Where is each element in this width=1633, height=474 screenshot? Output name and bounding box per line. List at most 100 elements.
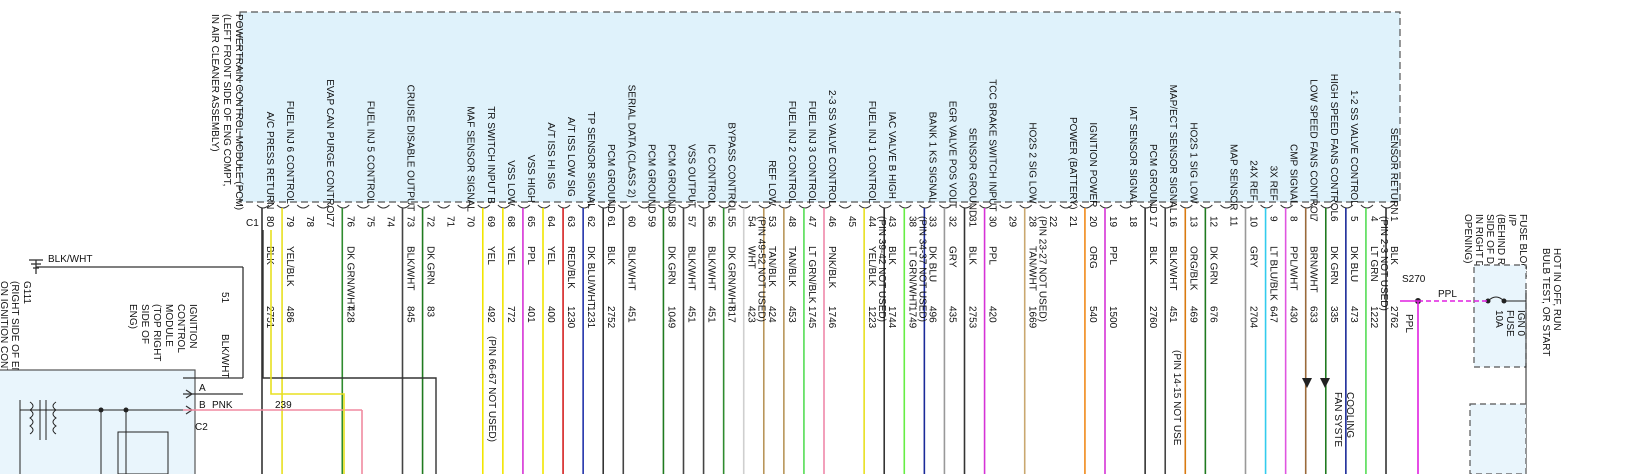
- pin-9: 3X REF 9 LT BLU/BLK 647: [1260, 166, 1279, 474]
- pin-71-number: 71: [445, 216, 456, 228]
- pin-58-number: 58: [665, 216, 676, 228]
- pin-69-wire-color: YEL: [485, 246, 496, 265]
- pin-8: CMP SIGNAL 8 PPL/WHT 430: [1280, 144, 1299, 474]
- pin-13-bracket: [1179, 204, 1193, 209]
- pin-69-circuit: 492: [485, 306, 496, 323]
- pin-46: 2-3 SS VALVE CONTROL 46 PNK/BLK 1746: [818, 90, 837, 474]
- pin-55-number: 55: [726, 216, 737, 228]
- pin-29-number: 29: [1007, 216, 1018, 228]
- pin-47-circuit: 1745: [806, 306, 817, 329]
- pin-28-circuit: 1669: [1027, 306, 1038, 329]
- pin-55-circuit: 817: [726, 306, 737, 323]
- pin-17-bracket: [1139, 204, 1153, 209]
- pin-80: A/C PRESS RETURN 80 BLK 2751: [256, 112, 275, 474]
- pin-60-function: SERIAL DATA (CLASS 2): [625, 85, 636, 198]
- icm-pin-a: A: [199, 383, 206, 394]
- pcm-title-line-1: POWERTRAIN CONTROL MODULE (PCM): [233, 14, 244, 210]
- pin-75-function: FUEL INJ 5 CONTROL: [364, 101, 375, 204]
- hot-line-1: HOT IN OFF, RUN: [1551, 248, 1562, 331]
- icm-label-line-2: CONTROL: [175, 304, 186, 353]
- pin-30-function: TCC BRAKE SWITCH INPUT: [987, 79, 998, 211]
- pin-69-bracket: [477, 204, 491, 209]
- pin-17: PCM GROUND 17 BLK 2760: [1139, 144, 1158, 474]
- pin-63: A/T ISS LOW SIG 63 RED/BLK 1230: [557, 117, 576, 474]
- pin-29: 29: [999, 204, 1018, 228]
- pin-20-circuit: 540: [1087, 306, 1098, 323]
- fuse-block-line-4: SIDE OF DASH,: [1484, 214, 1495, 287]
- pin-9-bracket: [1260, 204, 1273, 209]
- pin-68-wire-color: YEL: [505, 246, 516, 265]
- pin-76-number: 76: [344, 216, 355, 228]
- pin-48-circuit: 453: [786, 306, 797, 323]
- pin-19-wire-color: PPL: [1107, 246, 1118, 265]
- pin-29-bracket: [999, 204, 1012, 209]
- pin-22-bracket: [1039, 204, 1053, 209]
- pin-79-wire-color: YEL/BLK: [284, 246, 295, 287]
- pin-4-wire-color: LT GRN: [1368, 246, 1379, 282]
- pin-4-number: 4: [1368, 216, 1379, 222]
- pin-32-circuit: 435: [946, 306, 957, 323]
- pin-73-number: 73: [405, 216, 416, 228]
- pin-63-bracket: [557, 204, 571, 209]
- pin-60-bracket: [617, 204, 631, 209]
- pin-16-circuit: 451: [1167, 306, 1178, 323]
- pin-45-number: 45: [846, 216, 857, 228]
- pin-4-bracket: [1360, 204, 1374, 209]
- icm-label-line-4: (TOP RIGHT: [151, 304, 162, 361]
- pin-61-number: 61: [605, 216, 616, 228]
- pin-71: 71: [437, 204, 456, 228]
- pin-64: A/T ISS HI SIG 64 YEL 400: [537, 122, 556, 474]
- icm-label-line-1: IGNITION: [187, 304, 198, 348]
- pin-68-function: VSS LOW: [505, 160, 516, 206]
- pin-56: IC CONTROL 56 BLK/WHT 451: [698, 144, 717, 474]
- fuse-block-line-6: OPENING): [1462, 214, 1473, 263]
- pin-73: CRUISE DISABLE OUTPUT 73 BLK/WHT 845: [397, 85, 416, 474]
- pcm-box: [239, 11, 1401, 203]
- pin-5-bracket: [1340, 204, 1354, 209]
- pin-12-number: 12: [1207, 216, 1218, 228]
- pin-77-function: EVAP CAN PURGE CONTROL: [324, 79, 335, 219]
- pin-note-4: (PIN 49-52 NOT USED): [756, 216, 767, 322]
- pin-73-bracket: [397, 204, 410, 209]
- pin-56-wire-color: BLK/WHT: [706, 246, 717, 290]
- pin-68-circuit: 772: [505, 306, 516, 323]
- pin-19-bracket: [1099, 204, 1113, 209]
- pin-78-number: 78: [304, 216, 315, 228]
- cooling-label-2: FAN SYSTE: [1332, 392, 1343, 447]
- pin-10: 24X REF 10 GRY 2704: [1240, 160, 1259, 474]
- pin-75: FUEL INJ 5 CONTROL 75: [357, 101, 375, 228]
- pin-30: TCC BRAKE SWITCH INPUT 30 PPL 420: [979, 79, 998, 474]
- pin-70: MAF SENSOR SIGNAL 70: [457, 106, 476, 228]
- pin-12-wire-color: DK GRN: [1207, 246, 1218, 285]
- pin-75-number: 75: [364, 216, 375, 228]
- pin-59-number: 59: [645, 216, 656, 228]
- pin-48: FUEL INJ 2 CONTROL 48 TAN/BLK 453: [778, 101, 797, 474]
- pin-20-wire-color: ORG: [1087, 246, 1098, 269]
- pin-64-bracket: [537, 204, 551, 209]
- pin-28-bracket: [1019, 204, 1033, 209]
- pin-10-function: 24X REF: [1248, 160, 1259, 201]
- pin-65: VSS HIGH 65 PPL 401: [517, 155, 536, 474]
- pin-53-bracket: [758, 204, 772, 209]
- pin-17-circuit: 2760: [1147, 306, 1158, 329]
- pin-4: 4 LT GRN 1222: [1360, 204, 1379, 474]
- pin-5-function: 1-2 SS VALVE CONTROL: [1348, 90, 1359, 206]
- pin-56-function: IC CONTROL: [706, 144, 717, 206]
- pin-76-circuit: 428: [344, 306, 355, 323]
- pin-46-number: 46: [826, 216, 837, 228]
- pin-62-function: TP SENSOR SIGNAL: [585, 112, 596, 210]
- pin-32: EGR VALVE POS VOLT 32 GRY 435: [939, 101, 957, 474]
- pin-46-wire-color: PNK/BLK: [826, 246, 837, 289]
- pin-43-bracket: [878, 204, 892, 209]
- pin-48-number: 48: [786, 216, 797, 228]
- pin-78-bracket: [296, 204, 310, 209]
- pin-54-bracket: [738, 204, 752, 209]
- pin-32-bracket: [939, 204, 952, 209]
- pin-28: HO2S 2 SIG LOW 28 TAN/WHT 1669: [1019, 122, 1038, 474]
- pin-60-wire-color: BLK/WHT: [625, 246, 636, 290]
